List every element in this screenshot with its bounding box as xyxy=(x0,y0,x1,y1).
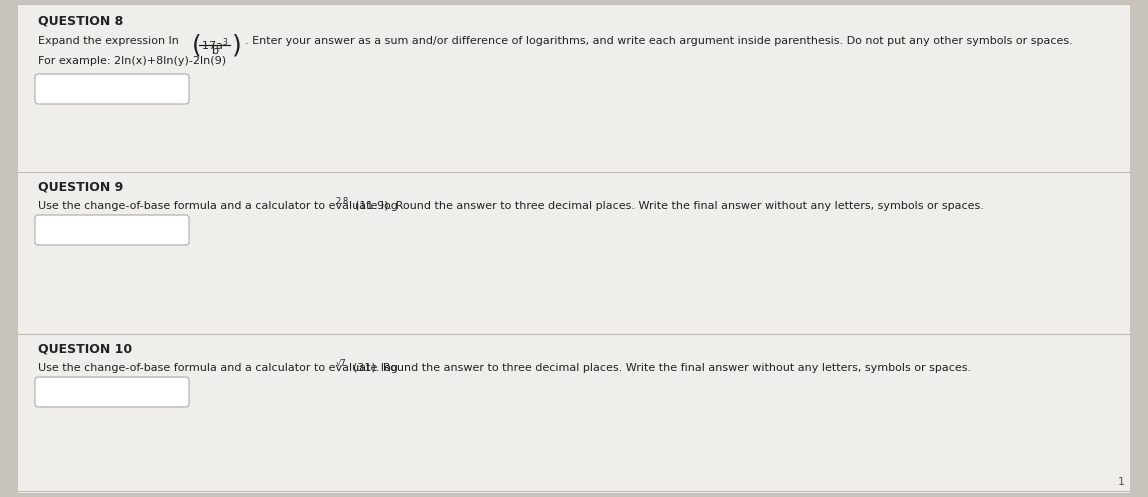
Text: QUESTION 9: QUESTION 9 xyxy=(38,181,123,194)
Text: Expand the expression ln: Expand the expression ln xyxy=(38,36,179,46)
Text: For example: 2ln(x)+8ln(y)-2ln(9): For example: 2ln(x)+8ln(y)-2ln(9) xyxy=(38,56,226,66)
Text: Use the change-of-base formula and a calculator to evaluate log: Use the change-of-base formula and a cal… xyxy=(38,363,398,373)
Text: Use the change-of-base formula and a calculator to evaluate log: Use the change-of-base formula and a cal… xyxy=(38,201,398,211)
Text: 17a$^3$: 17a$^3$ xyxy=(201,36,228,53)
Text: (: ( xyxy=(192,34,202,58)
Text: b: b xyxy=(212,46,219,56)
FancyBboxPatch shape xyxy=(34,74,189,104)
FancyBboxPatch shape xyxy=(34,377,189,407)
Text: √7: √7 xyxy=(335,359,346,368)
Text: QUESTION 8: QUESTION 8 xyxy=(38,15,123,28)
Text: (11.9). Round the answer to three decimal places. Write the final answer without: (11.9). Round the answer to three decima… xyxy=(356,201,984,211)
FancyBboxPatch shape xyxy=(34,215,189,245)
Text: QUESTION 10: QUESTION 10 xyxy=(38,343,132,356)
Text: 1: 1 xyxy=(1118,477,1125,487)
Text: ): ) xyxy=(232,34,242,58)
Text: 2.8: 2.8 xyxy=(335,197,349,206)
Text: . Enter your answer as a sum and/or difference of logarithms, and write each arg: . Enter your answer as a sum and/or diff… xyxy=(245,36,1072,46)
Text: (31). Round the answer to three decimal places. Write the final answer without a: (31). Round the answer to three decimal … xyxy=(354,363,971,373)
